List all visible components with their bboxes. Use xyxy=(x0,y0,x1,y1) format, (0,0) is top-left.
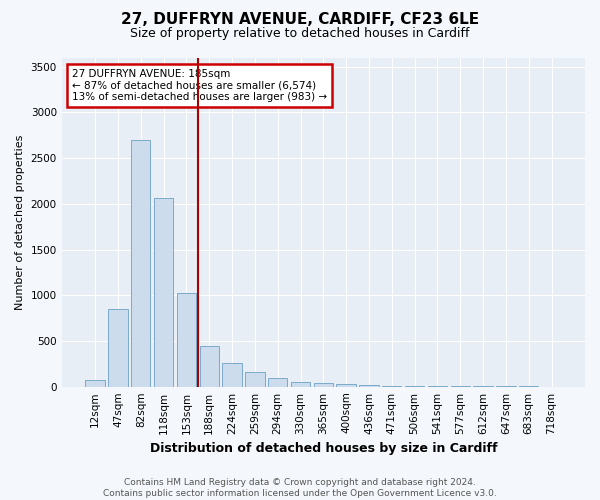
Bar xyxy=(200,346,219,387)
Text: Contains HM Land Registry data © Crown copyright and database right 2024.
Contai: Contains HM Land Registry data © Crown c… xyxy=(103,478,497,498)
Y-axis label: Number of detached properties: Number of detached properties xyxy=(15,134,25,310)
Text: 27 DUFFRYN AVENUE: 185sqm
← 87% of detached houses are smaller (6,574)
13% of se: 27 DUFFRYN AVENUE: 185sqm ← 87% of detac… xyxy=(72,69,327,102)
Bar xyxy=(177,294,196,386)
X-axis label: Distribution of detached houses by size in Cardiff: Distribution of detached houses by size … xyxy=(149,442,497,455)
Bar xyxy=(291,382,310,386)
Bar xyxy=(314,383,333,386)
Bar xyxy=(268,378,287,386)
Bar xyxy=(154,198,173,386)
Bar xyxy=(337,384,356,386)
Bar xyxy=(85,380,105,386)
Text: 27, DUFFRYN AVENUE, CARDIFF, CF23 6LE: 27, DUFFRYN AVENUE, CARDIFF, CF23 6LE xyxy=(121,12,479,28)
Bar xyxy=(131,140,151,386)
Bar xyxy=(245,372,265,386)
Text: Size of property relative to detached houses in Cardiff: Size of property relative to detached ho… xyxy=(130,28,470,40)
Bar xyxy=(108,309,128,386)
Bar xyxy=(223,364,242,386)
Bar xyxy=(359,385,379,386)
